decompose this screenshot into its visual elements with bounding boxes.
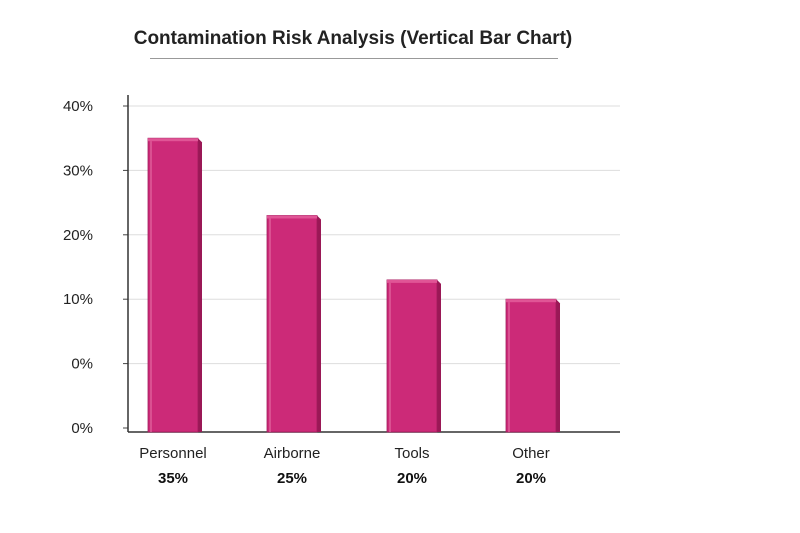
bar-side: [437, 279, 441, 432]
y-tick-label: 0%: [71, 420, 93, 437]
category-label: Other: [512, 445, 550, 462]
bar-tools: [386, 279, 438, 433]
y-tick-label: 20%: [63, 227, 93, 244]
bar-top: [387, 279, 437, 283]
y-tick-label: 0%: [71, 356, 93, 373]
bar-other: [505, 298, 557, 433]
y-tick-label: 30%: [63, 162, 93, 179]
bar-highlight: [389, 282, 391, 432]
bar-top: [148, 138, 198, 142]
bar-side: [317, 215, 321, 432]
data-label: 35%: [158, 470, 188, 487]
y-tick-label: 40%: [63, 98, 93, 115]
bar-airborne: [266, 215, 318, 433]
data-label: 20%: [516, 470, 546, 487]
data-label: 25%: [277, 470, 307, 487]
category-label: Airborne: [264, 445, 321, 462]
y-tick-label: 10%: [63, 291, 93, 308]
data-label: 20%: [397, 470, 427, 487]
bar-top: [267, 215, 317, 219]
bar-highlight: [150, 141, 152, 432]
bar-top: [506, 299, 556, 303]
bar-highlight: [508, 302, 510, 432]
chart-title: Contamination Risk Analysis (Vertical Ba…: [133, 28, 573, 49]
bar-highlight: [269, 218, 271, 432]
bar-side: [198, 138, 202, 432]
title-underline: [150, 58, 558, 59]
bar-personnel: [147, 137, 199, 433]
category-label: Personnel: [139, 445, 207, 462]
bar-side: [556, 299, 560, 432]
category-label: Tools: [394, 445, 429, 462]
